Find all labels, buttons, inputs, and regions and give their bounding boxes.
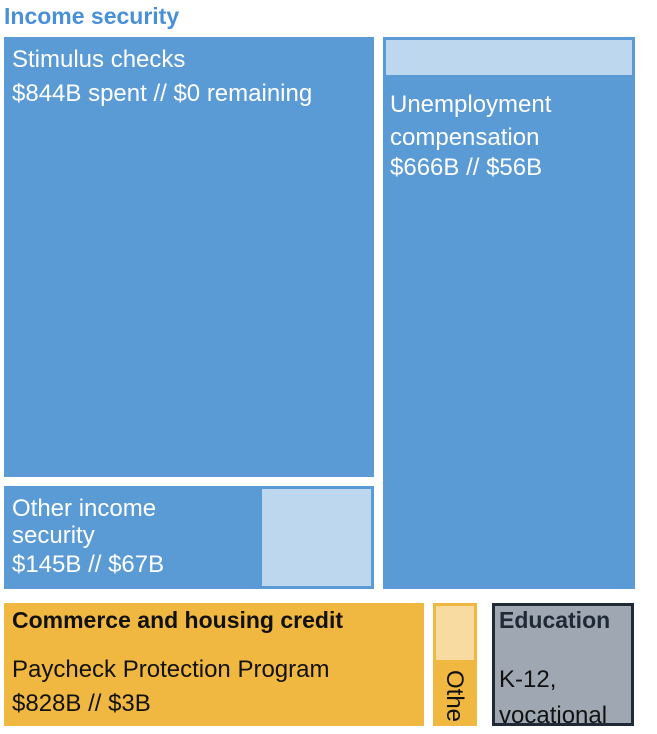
category-title-education: Education	[499, 607, 611, 633]
remaining-other-income-security	[262, 489, 371, 586]
tile-unemployment-compensation	[383, 37, 635, 589]
category-title-commerce-housing: Commerce and housing credit	[12, 607, 344, 633]
tile-value-paycheck-protection-program: $828B // $3B	[12, 690, 151, 717]
remaining-other-commerce	[436, 606, 474, 660]
tile-label-stimulus-checks: Stimulus checks	[12, 46, 186, 73]
tile-label-other-income-security: Other income security	[12, 495, 157, 549]
tile-education-k12	[492, 603, 634, 726]
tile-label-education-k12: K-12, vocational	[499, 666, 608, 729]
tile-paycheck-protection-program	[4, 603, 424, 726]
tile-label-other-commerce: Othe	[441, 670, 468, 723]
tile-value-unemployment-compensation: $666B // $56B	[390, 154, 543, 181]
tile-value-other-income-security: $145B // $67B	[12, 551, 165, 578]
tile-label-paycheck-protection-program: Paycheck Protection Program	[12, 656, 330, 683]
remaining-unemployment-compensation	[386, 40, 632, 75]
tile-stimulus-checks	[4, 37, 374, 477]
tile-value-stimulus-checks: $844B spent // $0 remaining	[12, 80, 313, 107]
tile-label-unemployment-compensation: Unemployment compensation	[390, 91, 552, 151]
category-title-income-security: Income security	[4, 3, 180, 29]
